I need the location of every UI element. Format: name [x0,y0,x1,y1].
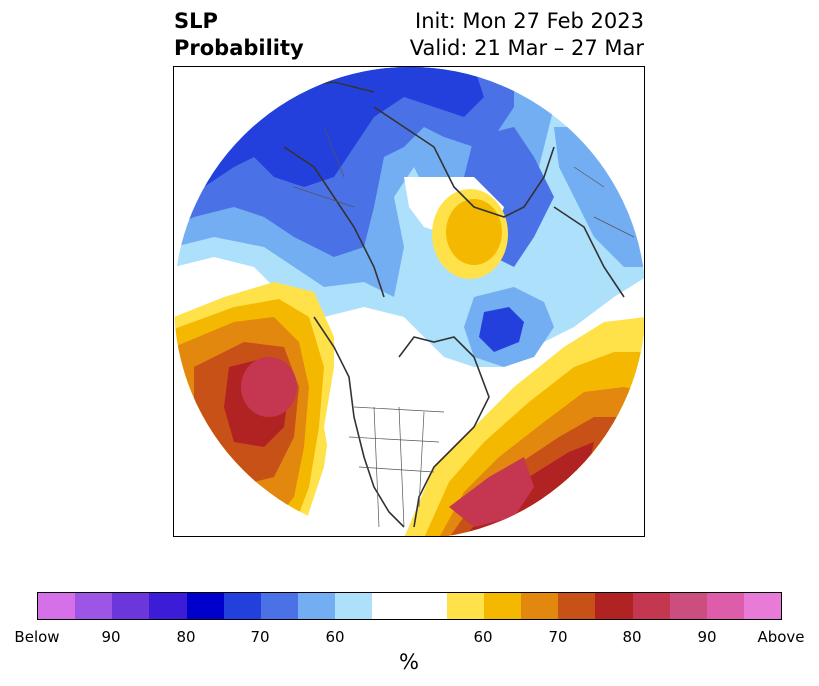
map-title: SLP Probability [174,8,304,62]
colorbar [37,592,782,620]
colorbar-unit: % [399,650,419,674]
colorbar-segment [112,593,150,619]
colorbar-tick-label: 60 [473,628,493,646]
colorbar-tick-label: 60 [325,628,345,646]
colorbar-tick-label: 70 [548,628,568,646]
colorbar-segment [260,593,299,619]
colorbar-segment [186,593,224,619]
colorbar-segment [446,593,484,619]
colorbar-segment [335,593,373,619]
init-date: Init: Mon 27 Feb 2023 [415,9,644,33]
colorbar-segment [409,593,447,619]
colorbar-tick-label: 90 [101,628,121,646]
colorbar-tick-label: 80 [176,628,196,646]
colorbar-segment [483,593,522,619]
colorbar-tick-label: Above [757,628,805,646]
colorbar-tick-label: 80 [622,628,642,646]
colorbar-segment [521,593,559,619]
colorbar-segment [38,593,76,619]
title-variable: SLP [174,9,218,33]
colorbar-segment [149,593,187,619]
colorbar-segment [595,593,633,619]
colorbar-segment [298,593,336,619]
map-svg [174,67,644,536]
map-subtitle: Init: Mon 27 Feb 2023 Valid: 21 Mar – 27… [410,8,644,62]
polar-map [173,66,645,537]
colorbar-segment [558,593,596,619]
colorbar-segment [706,593,744,619]
valid-range: Valid: 21 Mar – 27 Mar [409,36,644,60]
colorbar-segment [632,593,670,619]
probability-field [174,67,644,536]
colorbar-tick-label: Below [14,628,60,646]
colorbar-segment [223,593,261,619]
colorbar-tick-label: 70 [250,628,270,646]
colorbar-segment [669,593,707,619]
colorbar-segment [75,593,113,619]
colorbar-segment [743,593,782,619]
colorbar-segment [372,593,410,619]
title-product: Probability [174,36,304,60]
colorbar-tick-label: 90 [697,628,717,646]
